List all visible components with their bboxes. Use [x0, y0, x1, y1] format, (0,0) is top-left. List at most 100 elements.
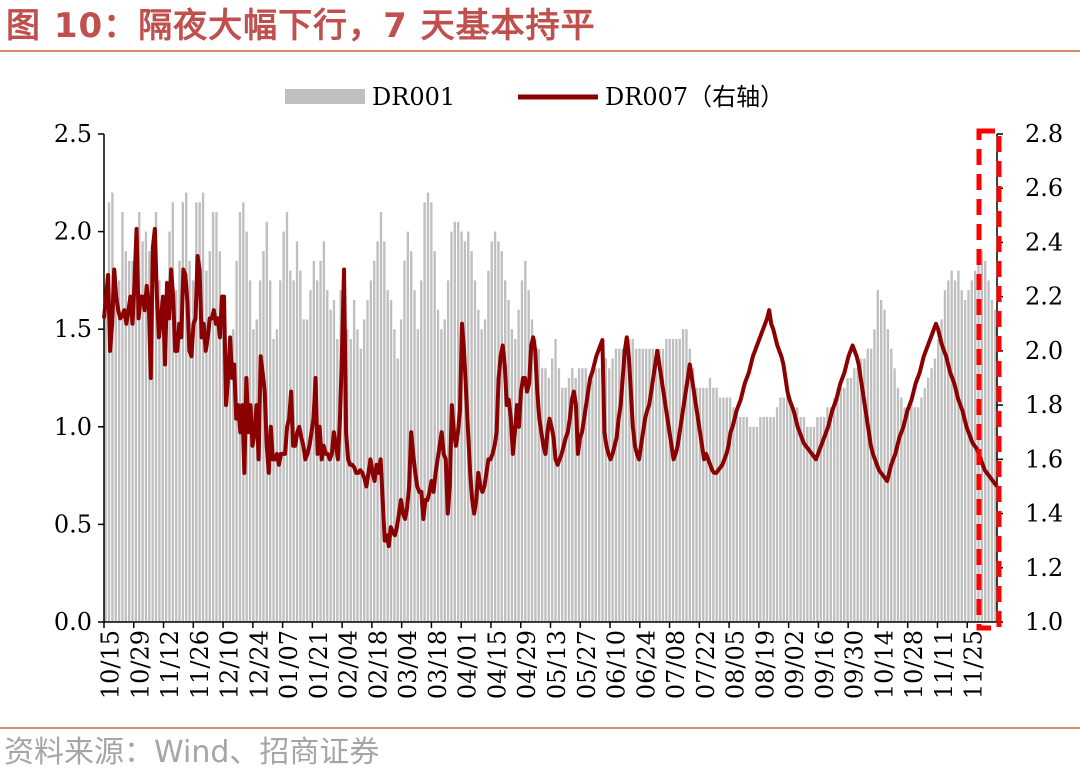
dr001-bar — [739, 417, 742, 622]
dr001-bar — [349, 338, 352, 622]
dr001-bar — [285, 212, 289, 622]
dr001-bar — [792, 407, 796, 622]
right-tick-label: 2.8 — [1025, 120, 1063, 148]
chart: 0.0 0.5 1.0 1.5 2.0 2.5 1.0 1.2 1.4 1.6 1.8 2.0 2.2… — [54, 83, 1063, 699]
x-tick-label: 11/25 — [960, 630, 988, 699]
dr001-bar — [420, 280, 423, 622]
dr001-bar — [500, 251, 503, 622]
dr001-bar — [282, 231, 285, 622]
dr001-bar — [604, 358, 608, 622]
x-tick-label: 01/21 — [305, 630, 333, 699]
dr001-bar — [527, 290, 530, 622]
dr001-bar — [927, 378, 930, 622]
x-tick-label: 03/18 — [424, 630, 452, 699]
dr001-bar — [769, 417, 772, 622]
dr001-bar — [211, 212, 215, 622]
x-tick-label: 09/30 — [841, 630, 869, 699]
dr001-bar — [715, 387, 718, 622]
dr001-bar — [510, 329, 514, 622]
dr001-bar — [366, 299, 369, 622]
dr001-bar — [984, 260, 987, 622]
dr001-bar — [765, 417, 769, 622]
dr001-bar — [692, 368, 695, 622]
dr001-bar — [356, 329, 359, 622]
x-tick-label: 08/19 — [751, 630, 779, 699]
dr001-bar — [638, 348, 641, 622]
right-tick-label: 2.4 — [1025, 228, 1063, 256]
dr001-bar — [369, 280, 373, 622]
dr001-bar — [933, 358, 937, 622]
dr001-bar — [460, 231, 463, 622]
dr001-bar — [446, 280, 450, 622]
dr001-bar — [937, 338, 940, 622]
dr001-bar — [822, 417, 826, 622]
dr001-bar — [416, 329, 420, 622]
dr001-bar — [322, 241, 326, 623]
x-axis-ticks: 10/15 10/29 11/12 11/26 12/10 12/24 01/07 01/21… — [97, 622, 988, 699]
dr001-bar — [111, 192, 114, 622]
right-tick-label: 2.2 — [1025, 283, 1063, 311]
dr001-bar — [191, 280, 195, 622]
dr001-bar — [262, 251, 265, 622]
dr001-bar — [752, 426, 755, 622]
dr001-bar — [332, 299, 336, 622]
dr001-bar — [359, 348, 362, 622]
dr001-bar — [577, 368, 581, 622]
dr001-bar — [668, 338, 671, 622]
dr001-bar — [336, 338, 339, 622]
dr001-bar — [833, 397, 836, 622]
x-tick-label: 02/18 — [364, 630, 392, 699]
dr001-bar — [188, 260, 191, 622]
x-tick-label: 07/22 — [692, 630, 720, 699]
dr001-bar — [836, 387, 839, 622]
dr001-bar — [876, 290, 879, 622]
dr001-bar — [517, 309, 520, 622]
dr001-bar — [426, 192, 430, 622]
dr001-bar — [117, 280, 121, 622]
dr001-bar — [574, 378, 577, 622]
dr001-bar — [520, 280, 524, 622]
x-tick-label: 09/02 — [781, 630, 809, 699]
dr001-bar — [826, 407, 829, 622]
x-tick-label: 05/27 — [573, 630, 601, 699]
dr001-bar — [809, 426, 812, 622]
dr001-bar — [138, 212, 141, 622]
x-tick-label: 04/01 — [454, 630, 482, 699]
x-tick-label: 10/28 — [900, 630, 928, 699]
dr001-bar — [960, 290, 963, 622]
dr001-bar — [799, 417, 802, 622]
dr001-bar — [178, 260, 181, 622]
x-tick-label: 06/24 — [632, 630, 660, 699]
x-tick-label: 12/10 — [216, 630, 244, 699]
dr001-bar — [816, 417, 819, 622]
dr001-bar — [742, 417, 745, 622]
dr001-bar — [279, 280, 282, 622]
dr001-bar — [389, 299, 393, 622]
right-tick-label: 1.6 — [1025, 445, 1063, 473]
dr001-bar — [201, 192, 205, 622]
dr001-bar — [779, 397, 782, 622]
dr001-bar — [235, 260, 238, 622]
dr001-bar — [802, 417, 806, 622]
dr001-bar — [406, 231, 409, 622]
dr001-bar — [222, 309, 225, 622]
dr001-bar — [144, 231, 148, 622]
dr001-bar — [215, 212, 218, 622]
dr001-bar — [900, 397, 903, 622]
figure-source: 资料来源：Wind、招商证券 — [4, 735, 380, 770]
x-tick-label: 05/13 — [543, 630, 571, 699]
dr001-bar — [843, 387, 846, 622]
dr001-bar — [591, 368, 594, 622]
dr001-bar — [433, 251, 436, 622]
dr001-bar — [470, 251, 473, 622]
x-tick-label: 07/08 — [662, 630, 690, 699]
left-tick-label: 2.5 — [54, 120, 92, 148]
dr001-bar — [473, 280, 477, 622]
dr001-bar — [124, 251, 127, 622]
dr001-bar — [611, 358, 614, 622]
dr001-bar — [957, 270, 960, 622]
dr001-bar — [782, 397, 785, 622]
dr001-bar — [225, 368, 228, 622]
dr001-bar — [651, 348, 655, 622]
x-tick-label: 11/11 — [930, 630, 958, 699]
